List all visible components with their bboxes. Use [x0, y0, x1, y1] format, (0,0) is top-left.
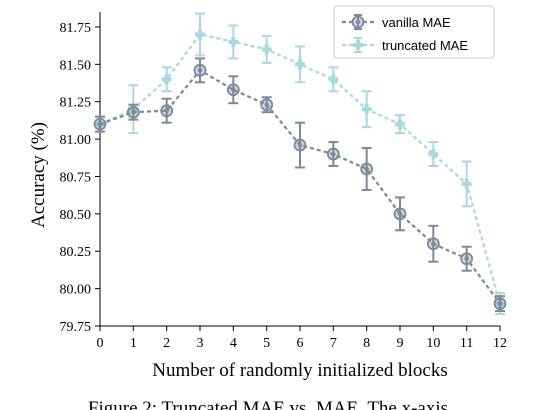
marker-vbar [298, 59, 302, 70]
y-tick-label: 81.50 [60, 58, 92, 73]
legend: vanilla MAE truncated MAE [333, 5, 495, 59]
x-tick-label: 12 [493, 336, 507, 351]
x-tick-label: 9 [397, 336, 404, 351]
x-tick-label: 3 [197, 336, 204, 351]
y-tick-label: 81.75 [60, 21, 92, 36]
data-point [228, 36, 239, 47]
legend-label: vanilla MAE [382, 15, 451, 30]
y-tick-label: 80.50 [60, 208, 92, 223]
legend-item-vanilla-mae: vanilla MAE [342, 14, 451, 30]
marker-dot [164, 108, 169, 113]
marker-dot [497, 301, 503, 306]
legend-marker [353, 40, 363, 50]
y-tick-label: 80.75 [60, 170, 92, 185]
y-axis-label: Accuracy (%) [28, 122, 49, 228]
marker-dot [131, 109, 136, 115]
y-tick-label: 80.00 [60, 283, 92, 298]
marker-dot [355, 19, 361, 25]
data-point [161, 74, 172, 85]
data-point [195, 29, 205, 40]
x-tick-label: 1 [130, 336, 137, 351]
data-point [426, 237, 440, 251]
marker-dot [264, 102, 269, 107]
marker-dot [464, 256, 469, 261]
data-point [361, 104, 372, 115]
x-axis-label: Number of randomly initialized blocks [152, 360, 447, 381]
data-point [328, 74, 339, 85]
x-tick-label: 4 [230, 336, 237, 351]
data-point [193, 63, 207, 77]
marker-vbar [198, 29, 202, 40]
marker-vbar [164, 74, 169, 85]
data-point [126, 105, 140, 119]
x-tick-label: 2 [163, 336, 170, 351]
data-point [226, 83, 240, 97]
x-tick-label: 5 [263, 336, 270, 351]
marker-vbar [398, 119, 402, 130]
marker-dot [331, 151, 336, 157]
x-tick-label: 6 [297, 336, 304, 351]
marker-vbar [264, 44, 269, 55]
marker-vbar [364, 104, 369, 115]
y-tick-label: 81.25 [60, 96, 92, 111]
data-point [326, 147, 340, 161]
legend-marker [351, 15, 365, 29]
marker-dot [197, 68, 203, 73]
data-point [360, 162, 374, 176]
legend-item-truncated-mae: truncated MAE [342, 37, 468, 53]
marker-vbar [331, 74, 336, 85]
data-point [93, 117, 107, 131]
marker-vbar [464, 178, 469, 189]
data-point [295, 59, 305, 70]
marker-vbar [431, 149, 436, 160]
data-point [461, 178, 472, 189]
data-point [460, 252, 474, 266]
accuracy-chart: 79.75 80.00 80.25 80.50 80.75 81.00 81.25 81.50… [28, 5, 507, 381]
data-point [393, 207, 407, 221]
data-point [260, 98, 274, 112]
figure-caption: Figure 2: Truncated MAE vs. MAE. The x-a… [87, 398, 449, 410]
series-layer [93, 12, 507, 316]
data-point [261, 44, 272, 55]
y-tick-label: 81.00 [60, 133, 92, 148]
data-point [493, 297, 507, 310]
marker-vbar [231, 36, 236, 47]
x-tick-label: 8 [363, 336, 370, 351]
marker-dot [297, 142, 303, 148]
x-tick-label: 0 [97, 336, 104, 351]
x-tick-label: 11 [460, 336, 473, 351]
y-tick-label: 80.25 [60, 245, 92, 260]
series-line [99, 68, 501, 305]
legend-label: truncated MAE [382, 38, 468, 53]
x-tick-label: 10 [426, 336, 440, 351]
marker-vbar [356, 40, 360, 50]
data-point [160, 104, 174, 118]
marker-dot [97, 121, 103, 127]
y-ticks: 79.75 80.00 80.25 80.50 80.75 81.00 81.25 81.50… [60, 21, 100, 335]
y-tick-label: 79.75 [60, 320, 92, 335]
data-point [428, 149, 439, 160]
data-point [293, 138, 307, 152]
data-point [395, 119, 405, 130]
marker-dot [397, 211, 403, 217]
marker-dot [364, 166, 369, 172]
x-ticks: 0 1 2 3 4 5 6 7 8 9 10 11 12 [97, 326, 507, 351]
marker-dot [231, 87, 236, 92]
x-tick-label: 7 [330, 336, 337, 351]
marker-dot [431, 241, 436, 246]
series-vanilla-mae [93, 57, 507, 313]
